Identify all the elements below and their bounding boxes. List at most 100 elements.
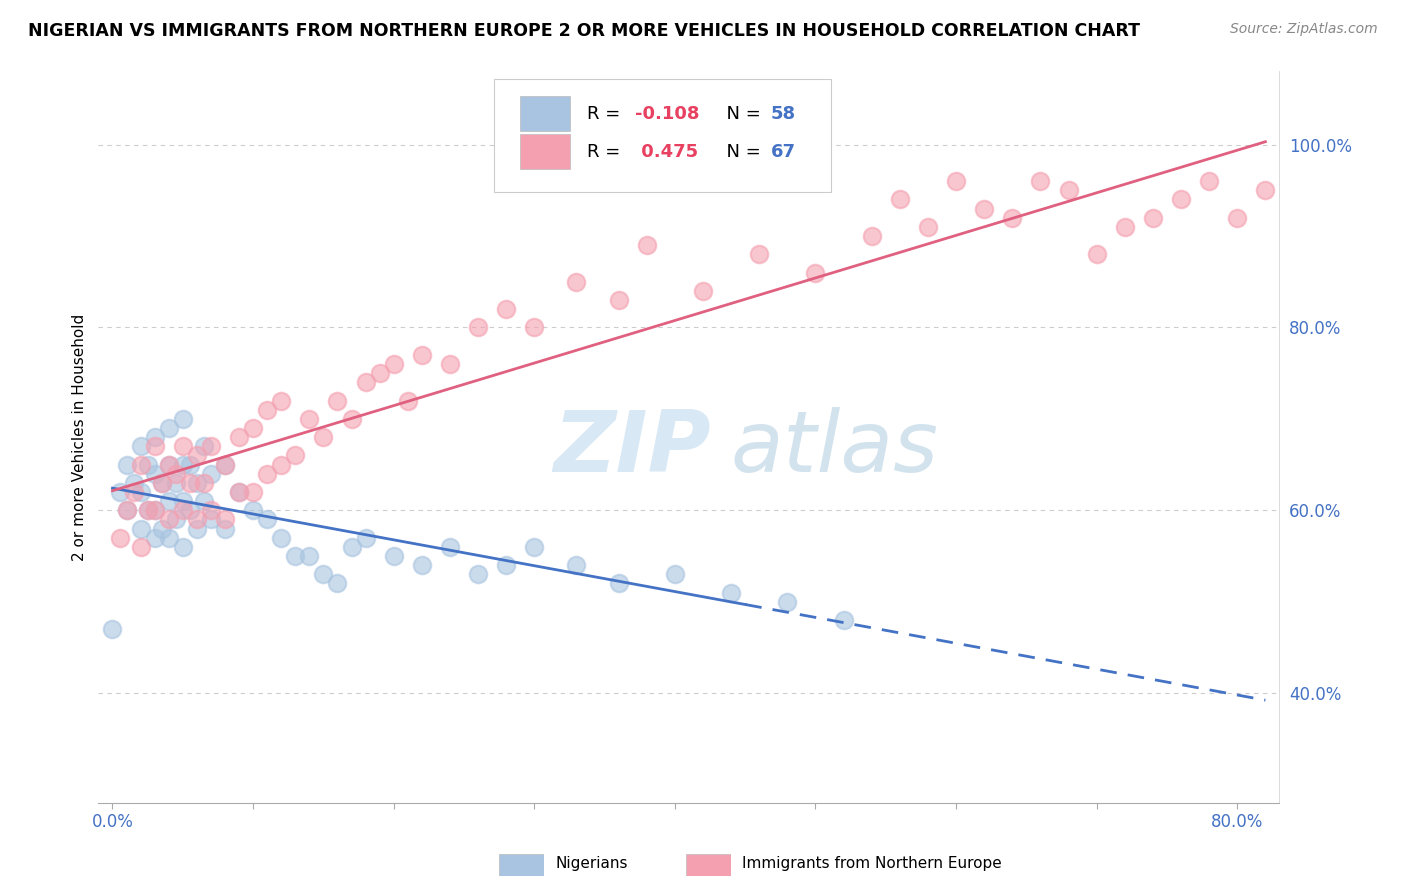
- Point: [172, 458, 194, 472]
- Text: N =: N =: [714, 104, 766, 123]
- Point: [172, 494, 194, 508]
- Point: [172, 439, 194, 453]
- Point: [193, 494, 215, 508]
- Point: [804, 266, 827, 280]
- Point: [495, 302, 517, 317]
- Point: [150, 521, 173, 535]
- Point: [172, 412, 194, 426]
- Point: [108, 485, 131, 500]
- Text: Immigrants from Northern Europe: Immigrants from Northern Europe: [742, 856, 1002, 871]
- Point: [143, 467, 166, 481]
- Point: [136, 458, 159, 472]
- Point: [1001, 211, 1024, 225]
- Point: [150, 475, 173, 490]
- Point: [1170, 193, 1192, 207]
- Point: [565, 275, 588, 289]
- Point: [312, 430, 335, 444]
- Point: [108, 531, 131, 545]
- Point: [467, 320, 489, 334]
- FancyBboxPatch shape: [520, 96, 569, 131]
- Text: ZIP: ZIP: [553, 407, 711, 490]
- Point: [1254, 183, 1277, 197]
- Point: [284, 449, 307, 463]
- Y-axis label: 2 or more Vehicles in Household: 2 or more Vehicles in Household: [72, 313, 87, 561]
- Point: [186, 512, 208, 526]
- Point: [193, 439, 215, 453]
- Point: [157, 512, 180, 526]
- Point: [214, 512, 236, 526]
- Point: [607, 293, 630, 307]
- Point: [228, 485, 250, 500]
- Point: [143, 531, 166, 545]
- Point: [1226, 211, 1249, 225]
- Point: [1142, 211, 1164, 225]
- Point: [945, 174, 967, 188]
- Point: [607, 576, 630, 591]
- Point: [165, 512, 187, 526]
- Point: [256, 512, 278, 526]
- Point: [523, 540, 546, 554]
- Point: [172, 503, 194, 517]
- Point: [179, 503, 201, 517]
- Point: [1282, 165, 1305, 179]
- Point: [200, 512, 222, 526]
- Point: [256, 467, 278, 481]
- Point: [368, 366, 391, 380]
- Point: [150, 475, 173, 490]
- Text: 0.475: 0.475: [634, 143, 697, 161]
- Text: 58: 58: [770, 104, 796, 123]
- Point: [200, 439, 222, 453]
- Point: [157, 494, 180, 508]
- Point: [312, 567, 335, 582]
- Point: [565, 558, 588, 573]
- Text: Source: ZipAtlas.com: Source: ZipAtlas.com: [1230, 22, 1378, 37]
- Point: [270, 458, 292, 472]
- Point: [143, 503, 166, 517]
- Point: [136, 503, 159, 517]
- Point: [298, 412, 321, 426]
- Point: [186, 449, 208, 463]
- Point: [214, 458, 236, 472]
- Point: [242, 485, 264, 500]
- Point: [186, 521, 208, 535]
- Point: [467, 567, 489, 582]
- Text: N =: N =: [714, 143, 766, 161]
- Point: [157, 458, 180, 472]
- Point: [523, 320, 546, 334]
- Point: [1057, 183, 1080, 197]
- Point: [179, 458, 201, 472]
- FancyBboxPatch shape: [520, 135, 569, 169]
- Point: [284, 549, 307, 563]
- Point: [193, 475, 215, 490]
- Point: [200, 467, 222, 481]
- Point: [832, 613, 855, 627]
- Point: [495, 558, 517, 573]
- Point: [256, 402, 278, 417]
- Point: [720, 585, 742, 599]
- Text: 67: 67: [770, 143, 796, 161]
- Point: [115, 503, 138, 517]
- Point: [129, 485, 152, 500]
- Point: [165, 475, 187, 490]
- Point: [129, 540, 152, 554]
- Point: [214, 458, 236, 472]
- Point: [242, 421, 264, 435]
- Point: [165, 467, 187, 481]
- Point: [664, 567, 686, 582]
- Text: R =: R =: [588, 104, 626, 123]
- Point: [1085, 247, 1108, 261]
- Point: [115, 503, 138, 517]
- Point: [326, 576, 349, 591]
- Point: [326, 393, 349, 408]
- Point: [1198, 174, 1220, 188]
- Text: Nigerians: Nigerians: [555, 856, 628, 871]
- Point: [270, 393, 292, 408]
- Point: [917, 219, 939, 234]
- Point: [396, 393, 419, 408]
- Text: -0.108: -0.108: [634, 104, 699, 123]
- Point: [776, 595, 799, 609]
- Point: [270, 531, 292, 545]
- Point: [115, 458, 138, 472]
- Point: [354, 376, 377, 390]
- Point: [298, 549, 321, 563]
